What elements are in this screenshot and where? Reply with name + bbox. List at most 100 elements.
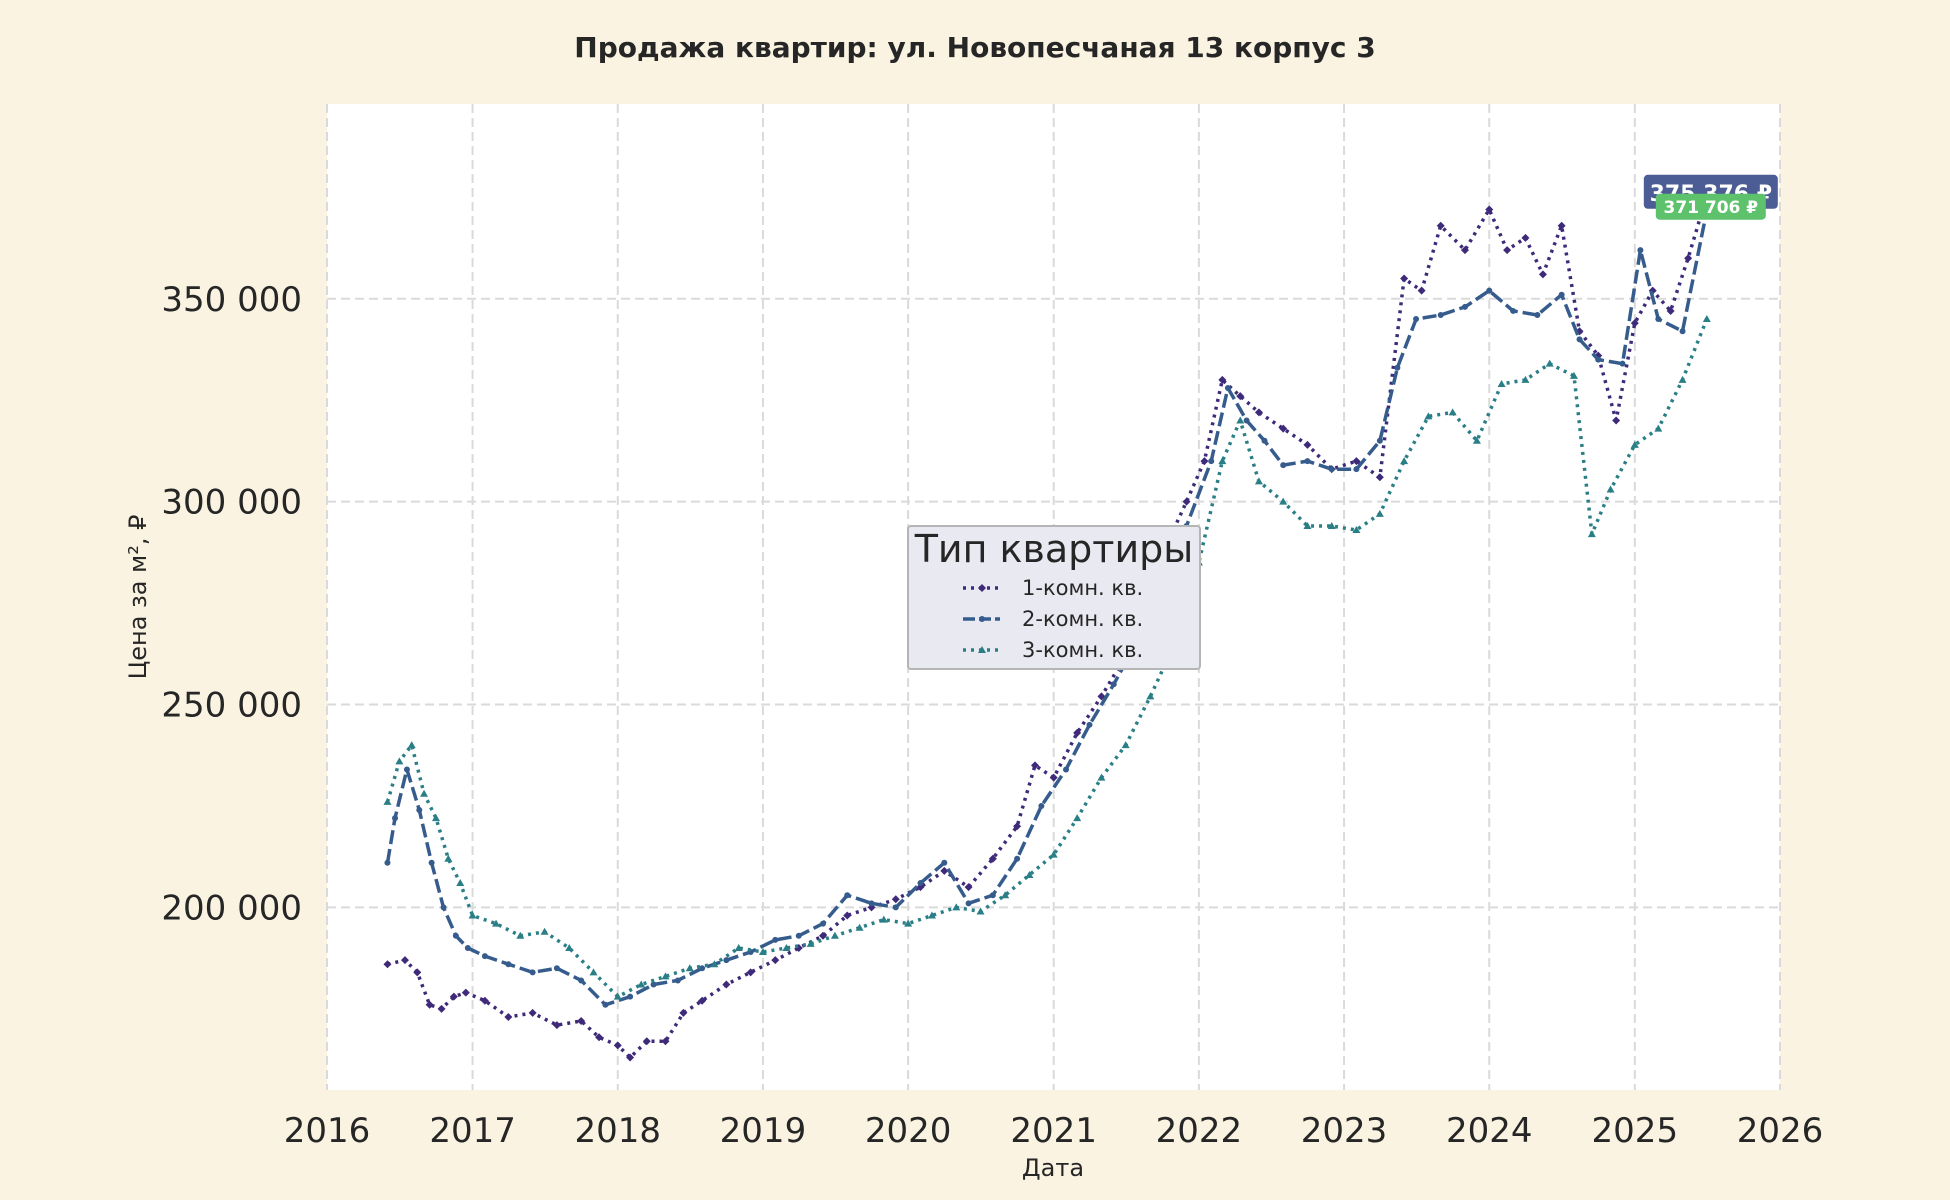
data-point xyxy=(1352,526,1361,534)
data-point xyxy=(1218,375,1227,384)
data-point xyxy=(452,932,459,939)
data-point xyxy=(1013,822,1022,831)
data-point xyxy=(1400,457,1409,465)
data-point xyxy=(1200,457,1209,466)
data-point xyxy=(1049,773,1058,782)
data-point xyxy=(1424,412,1433,420)
data-point xyxy=(1637,247,1644,254)
legend-entries: 1-комн. кв. 2-комн. кв. 3-комн. кв. xyxy=(963,576,1143,662)
data-point xyxy=(613,1041,622,1050)
x-tick-label: 2020 xyxy=(865,1111,952,1151)
legend-box xyxy=(907,525,1201,670)
data-point xyxy=(1182,497,1191,506)
data-point xyxy=(795,932,802,939)
data-point xyxy=(595,1033,604,1042)
data-point xyxy=(1460,246,1469,255)
x-tick-label: 2017 xyxy=(429,1111,516,1151)
annotation-layer: 375 376 ₽371 706 ₽ xyxy=(1643,174,1778,220)
data-point xyxy=(941,859,948,866)
data-point xyxy=(989,892,996,899)
data-point xyxy=(1666,306,1675,315)
data-point xyxy=(1304,458,1311,465)
x-tick-label: 2026 xyxy=(1737,1111,1824,1151)
legend-marker xyxy=(979,616,985,622)
data-point xyxy=(830,931,839,939)
legend-entry: 2-комн. кв. xyxy=(963,607,1143,631)
data-point xyxy=(771,956,780,965)
x-axis-label: Дата xyxy=(1022,1154,1084,1182)
data-point xyxy=(1031,761,1040,770)
data-point xyxy=(1063,766,1070,773)
series-line-1-комн-кв xyxy=(387,195,1709,1060)
data-point xyxy=(940,866,949,875)
y-tick-label: 350 000 xyxy=(161,280,302,320)
data-point xyxy=(661,1037,670,1046)
data-point xyxy=(431,814,440,822)
data-point xyxy=(449,992,458,1001)
data-point xyxy=(1558,291,1565,298)
data-point xyxy=(464,944,471,951)
data-point xyxy=(1375,473,1384,482)
legend-marker xyxy=(978,584,986,592)
data-point xyxy=(528,1008,537,1017)
series-line-2-комн-кв xyxy=(385,210,1709,1007)
data-point xyxy=(868,900,875,907)
data-point xyxy=(1461,303,1468,310)
x-axis-ticks: 2016 2017 2018 2019 2020 2021 2022 2023 2024 2025… xyxy=(284,1111,1824,1151)
data-point xyxy=(395,757,404,765)
data-point xyxy=(844,892,851,899)
data-point xyxy=(1702,315,1711,323)
data-point xyxy=(416,807,423,814)
x-tick-label: 2021 xyxy=(1010,1111,1097,1151)
y-tick-label: 300 000 xyxy=(161,483,302,523)
data-point xyxy=(444,854,453,862)
data-point xyxy=(1254,408,1263,417)
data-point xyxy=(952,903,961,911)
data-point xyxy=(642,1037,651,1046)
data-point xyxy=(1353,466,1360,473)
data-point xyxy=(565,943,574,951)
data-point xyxy=(879,915,888,923)
data-point xyxy=(1097,773,1106,781)
data-point xyxy=(1001,891,1010,899)
data-point xyxy=(1630,440,1639,448)
data-point xyxy=(843,911,852,920)
data-point xyxy=(1521,233,1530,242)
legend-entry: 3-комн. кв. xyxy=(963,638,1143,662)
data-point xyxy=(1086,721,1093,728)
data-point xyxy=(1486,287,1493,294)
data-point xyxy=(1303,440,1312,449)
data-point xyxy=(400,956,409,965)
legend-marker xyxy=(978,646,986,653)
legend-label: 1-комн. кв. xyxy=(1022,576,1143,600)
legend-label: 3-комн. кв. xyxy=(1022,638,1143,662)
data-point xyxy=(650,981,657,988)
data-point xyxy=(710,960,719,968)
data-point xyxy=(504,1012,513,1021)
data-point xyxy=(1503,246,1512,255)
data-point xyxy=(1073,814,1082,822)
data-point xyxy=(1569,371,1578,379)
x-tick-label: 2019 xyxy=(720,1111,807,1151)
data-point xyxy=(425,1000,434,1009)
data-point xyxy=(758,948,767,956)
data-point xyxy=(1521,375,1530,383)
data-point xyxy=(1049,850,1058,858)
data-point xyxy=(577,1017,586,1026)
data-point xyxy=(1394,364,1401,371)
data-point xyxy=(819,931,828,940)
chart-title: Продажа квартир: ул. Новопесчаная 13 кор… xyxy=(574,31,1375,64)
data-point xyxy=(529,969,536,976)
series-3-комн-кв xyxy=(383,315,1711,1000)
data-point xyxy=(699,965,706,972)
data-point xyxy=(626,1053,635,1062)
data-point xyxy=(480,996,489,1005)
data-point xyxy=(516,931,525,939)
data-point xyxy=(723,957,730,964)
data-point xyxy=(1545,359,1554,367)
data-point xyxy=(420,789,429,797)
data-point xyxy=(468,911,477,919)
value-badge-label: 371 706 ₽ xyxy=(1663,198,1758,218)
